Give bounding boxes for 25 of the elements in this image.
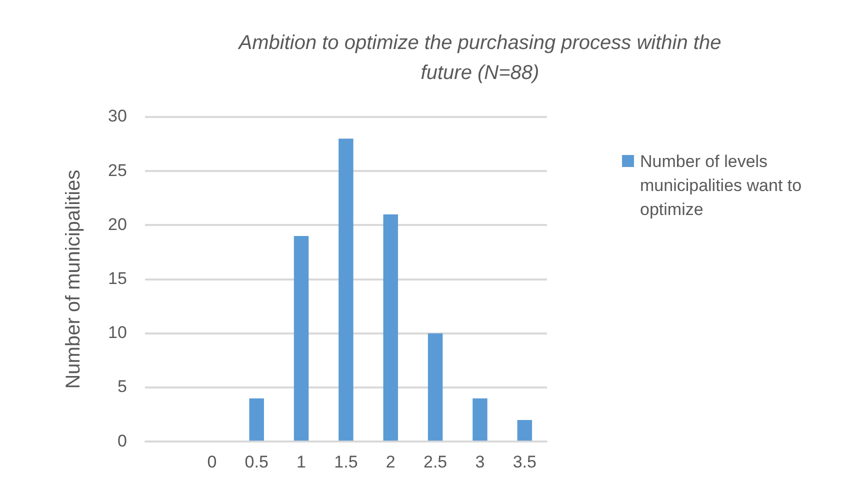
bar [383, 214, 398, 441]
y-tick-label: 15 [108, 268, 127, 288]
y-axis-title: Number of municipalities [62, 170, 85, 389]
x-tick-label: 3.5 [512, 452, 536, 472]
bar [517, 420, 532, 441]
y-tick-label: 25 [108, 160, 127, 180]
bar [338, 138, 354, 441]
y-tick-label: 30 [108, 106, 127, 126]
y-tick-label: 10 [108, 323, 127, 342]
y-tick-label: 0 [117, 431, 127, 450]
chart-title: Ambition to optimize the purchasing process within the future (N=88) [236, 31, 722, 86]
bar [428, 333, 443, 441]
bar [294, 236, 309, 441]
x-tick-label: 3 [475, 452, 485, 472]
bar [249, 398, 264, 441]
bar [472, 398, 488, 441]
y-tick-label: 5 [117, 377, 127, 396]
x-tick-label: 1 [296, 452, 306, 472]
x-tick-label: 0.5 [244, 452, 268, 472]
x-tick-label: 2 [386, 452, 396, 472]
legend-label: Number of levels municipalities want to optimize [640, 151, 803, 221]
x-tick-label: 2.5 [423, 452, 448, 472]
y-tick-label: 20 [108, 214, 127, 234]
x-tick-label: 0 [207, 452, 217, 472]
x-tick-label: 1.5 [334, 452, 358, 472]
